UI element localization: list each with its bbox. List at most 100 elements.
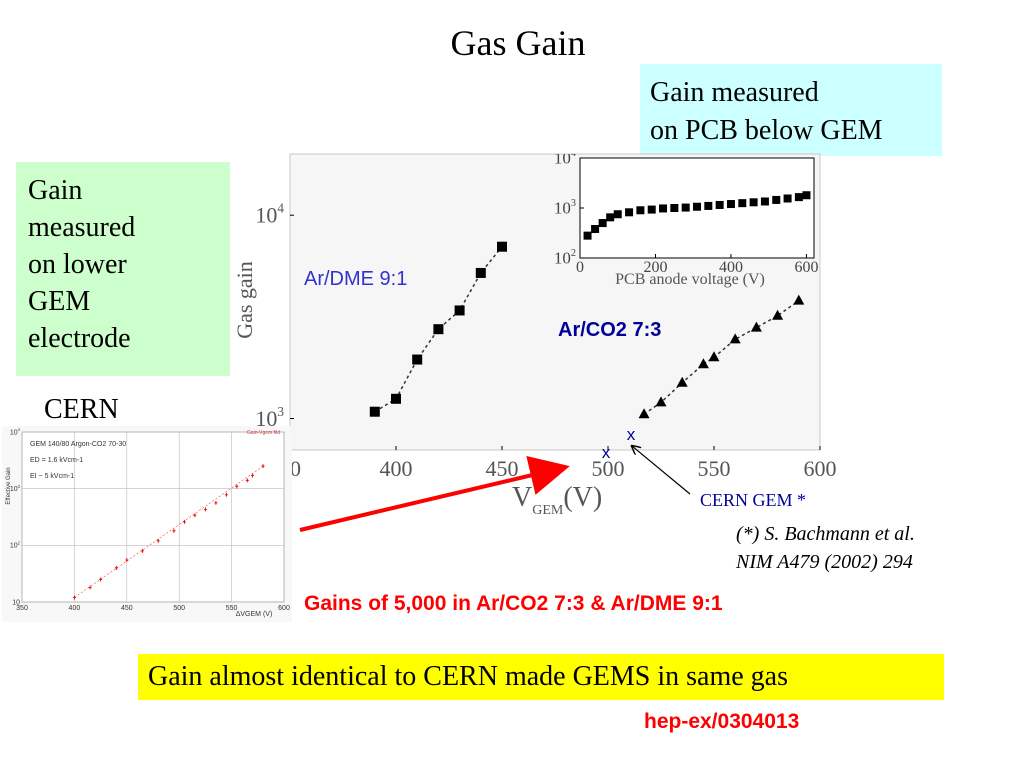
reference-line-2: NIM A479 (2002) 294 xyxy=(736,551,913,573)
main-x-tick-label: 450 xyxy=(486,456,519,481)
reference-line-1: (*) S. Bachmann et al. xyxy=(736,523,915,545)
cern-point xyxy=(193,513,197,518)
gains-note: Gains of 5,000 in Ar/CO2 7:3 & Ar/DME 9:… xyxy=(304,592,723,615)
inset-point xyxy=(647,205,656,214)
inset-point xyxy=(613,210,622,219)
cern-legend-line-2: ED = 1.6 kVcm-1 xyxy=(30,457,83,464)
cern-x-tick-label: 500 xyxy=(173,605,185,612)
lower-gem-note-line-1: Gain xyxy=(28,175,83,206)
cern-gem-marker-2: x xyxy=(627,425,636,444)
lower-gem-note-line-4: GEM xyxy=(28,286,91,317)
inset-point xyxy=(726,200,735,209)
main-co2-point xyxy=(793,294,805,305)
inset-point xyxy=(670,204,679,212)
cern-label: CERN xyxy=(44,394,119,425)
main-dme-point xyxy=(391,393,401,404)
main-y-tick-label: 103 xyxy=(255,404,284,431)
cern-point xyxy=(251,473,255,478)
cern-gain-chart: 350 400 450 500 550 600 10 102 103 104 Gain-Vgem… xyxy=(2,426,292,622)
series-label-ar-co2: Ar/CO2 7:3 xyxy=(558,319,661,341)
cern-point xyxy=(72,595,76,600)
main-dme-point xyxy=(433,324,444,335)
main-y-tick-label: 104 xyxy=(255,201,284,228)
main-dme-point xyxy=(412,354,423,365)
conclusion-box: Gain almost identical to CERN made GEMS … xyxy=(138,654,944,700)
main-dme-point xyxy=(369,406,380,417)
pcb-gain-note: Gain measured on PCB below GEM xyxy=(640,64,942,156)
inset-point xyxy=(704,201,713,210)
main-x-tick-label: 500 xyxy=(592,456,625,481)
cern-point xyxy=(156,538,160,543)
inset-point xyxy=(606,213,615,222)
cern-point xyxy=(125,558,129,563)
cern-x-tick-label: 400 xyxy=(69,605,81,612)
main-x-axis-unit: (V) xyxy=(563,482,602,513)
inset-point xyxy=(760,197,769,206)
inset-x-tick-label: 0 xyxy=(576,259,584,276)
cern-corner-label: Gain-Vgem fild xyxy=(247,430,280,436)
main-co2-point xyxy=(676,376,688,387)
cern-point xyxy=(235,484,239,489)
main-x-tick-label: 400 xyxy=(380,456,413,481)
red-arrow xyxy=(299,455,570,532)
inset-point xyxy=(625,208,634,217)
cern-point xyxy=(261,464,265,469)
inset-x-tick-label: 400 xyxy=(719,259,743,276)
inset-point xyxy=(636,206,645,215)
inset-point xyxy=(681,203,690,212)
main-co2-point xyxy=(655,396,667,407)
cern-point xyxy=(245,478,249,483)
cern-point xyxy=(172,528,176,533)
cern-plot-frame xyxy=(21,431,285,603)
cern-gem-label: CERN GEM * xyxy=(700,490,807,510)
inset-point xyxy=(749,198,758,207)
pcb-gain-note-line-2: on PCB below GEM xyxy=(650,115,883,146)
cern-x-tick-label: 450 xyxy=(121,605,133,612)
cern-point xyxy=(99,577,103,582)
cern-point xyxy=(141,548,145,553)
cern-gem-pointer-arrow xyxy=(632,446,691,495)
cern-point xyxy=(224,492,228,497)
inset-x-tick-label: 600 xyxy=(794,259,818,276)
inset-point xyxy=(659,204,668,213)
pcb-gain-inset-chart: 0 200 400 600 102 103 104 PCB anode voltage (… xyxy=(554,154,818,288)
cern-y-tick-label: 104 xyxy=(10,427,21,436)
inset-y-tick-label: 103 xyxy=(554,198,576,218)
main-x-axis-sub: GEM xyxy=(532,503,564,518)
cern-y-tick-label: 102 xyxy=(10,541,21,550)
page-title: Gas Gain xyxy=(450,23,586,63)
main-x-axis-label: VGEM(V) xyxy=(512,482,602,518)
cern-x-tick-label: 600 xyxy=(278,605,290,612)
inset-point xyxy=(772,195,781,204)
main-dme-point xyxy=(497,241,507,252)
lower-gem-note-line-5: electrode xyxy=(28,323,131,354)
main-co2-point xyxy=(708,351,720,362)
cern-y-axis-label: Effective Gain xyxy=(6,467,12,504)
main-co2-point xyxy=(772,309,784,320)
cern-y-tick-label: 103 xyxy=(10,484,21,493)
inset-point xyxy=(783,194,792,203)
main-co2-point xyxy=(697,358,709,369)
inset-point xyxy=(591,225,600,234)
pcb-gain-note-line-1: Gain measured xyxy=(650,77,819,108)
cern-gem-marker-1: x xyxy=(602,443,611,462)
lower-gem-note-line-3: on lower xyxy=(28,249,127,280)
cern-point xyxy=(214,500,218,505)
inset-point xyxy=(715,200,724,209)
inset-point xyxy=(794,193,803,202)
main-x-tick-label: 600 xyxy=(804,456,837,481)
cern-point xyxy=(203,507,207,512)
inset-point xyxy=(583,231,592,240)
main-co2-point xyxy=(750,321,762,332)
cern-x-axis-label: ΔVGEM (V) xyxy=(236,611,273,618)
inset-x-axis-label: PCB anode voltage (V) xyxy=(615,271,765,288)
inset-y-tick-label: 102 xyxy=(554,248,576,268)
inset-point xyxy=(598,219,607,228)
inset-point xyxy=(738,199,747,208)
cern-point xyxy=(88,585,92,590)
inset-y-tick-label: 104 xyxy=(554,154,576,168)
inset-x-tick-label: 200 xyxy=(643,259,667,276)
lower-gem-note-line-2: measured xyxy=(28,212,136,243)
cern-x-tick-label: 550 xyxy=(226,605,238,612)
